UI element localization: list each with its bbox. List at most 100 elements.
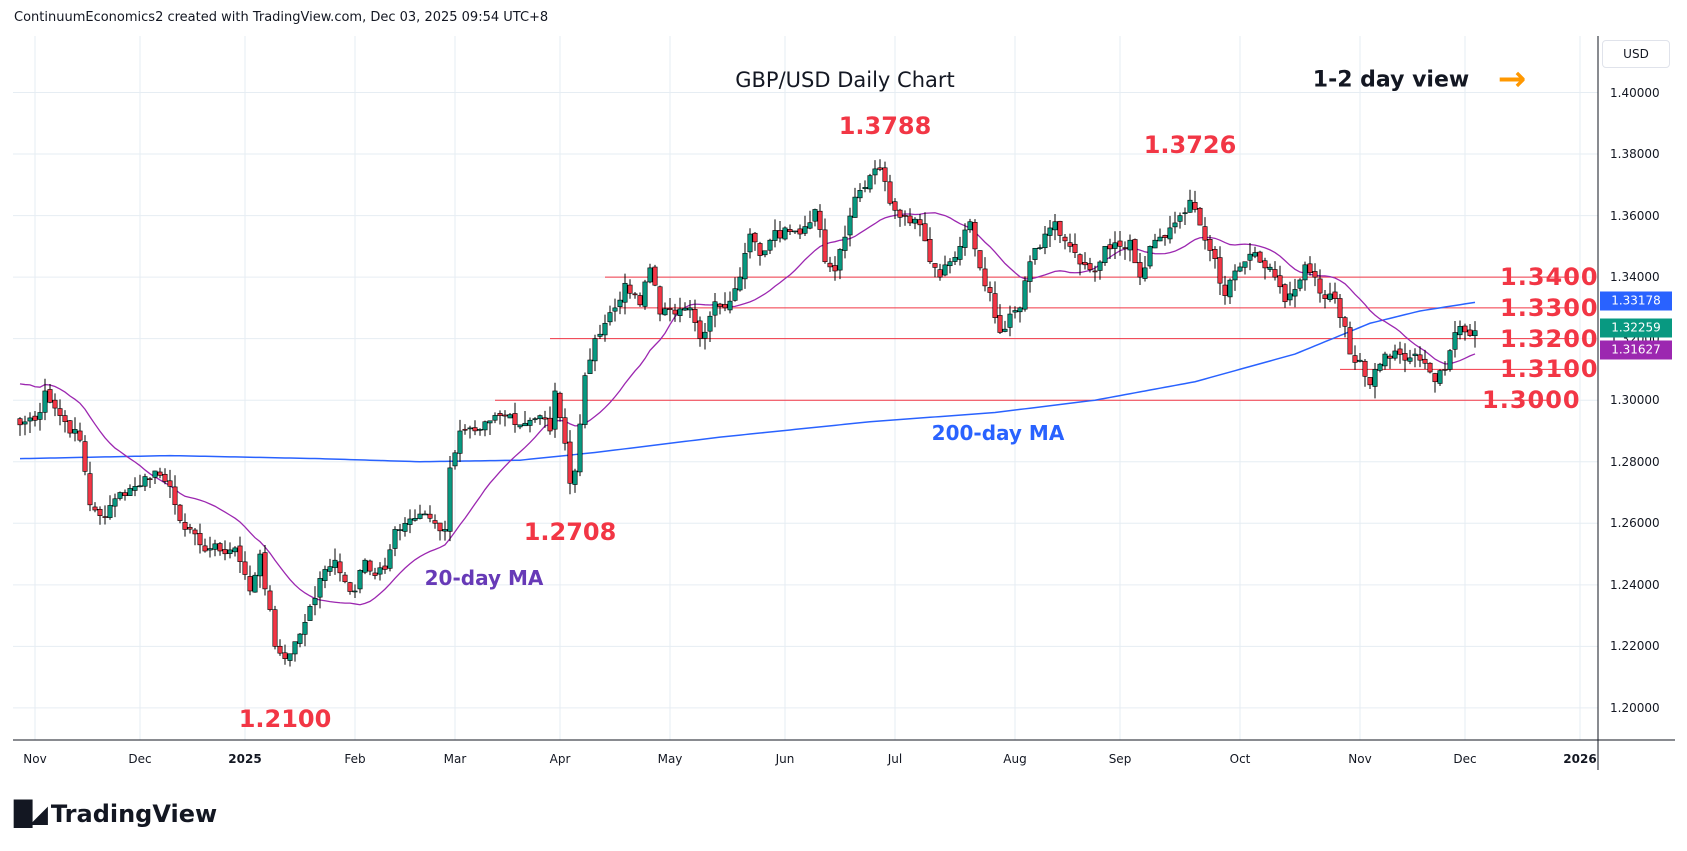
price-tick-label: 1.36000 bbox=[1610, 208, 1660, 223]
price-tick-label: 1.40000 bbox=[1610, 85, 1660, 100]
candle-up bbox=[357, 570, 363, 590]
candle-down bbox=[787, 229, 793, 232]
candle-up bbox=[152, 470, 158, 478]
candle-up bbox=[1102, 246, 1108, 263]
candle-down bbox=[877, 167, 883, 170]
time-tick-label: Apr bbox=[549, 752, 571, 766]
candle-up bbox=[112, 498, 118, 507]
candle-up bbox=[447, 467, 453, 532]
price-tick-label: 1.26000 bbox=[1610, 516, 1660, 531]
candle-down bbox=[937, 269, 943, 278]
candle-down bbox=[1222, 284, 1228, 296]
candle-up bbox=[307, 606, 313, 621]
candle-down bbox=[632, 293, 638, 296]
candle-down bbox=[82, 441, 88, 472]
candle-down bbox=[562, 417, 568, 444]
time-tick-label: Sep bbox=[1108, 752, 1132, 766]
candle-down bbox=[567, 441, 573, 484]
chart-title: GBP/USD Daily Chart bbox=[735, 68, 955, 92]
candle-up bbox=[552, 390, 558, 430]
candle-up bbox=[867, 175, 873, 190]
candle-up bbox=[1287, 293, 1293, 301]
candle-up bbox=[1147, 246, 1153, 267]
candle-down bbox=[892, 201, 898, 211]
candle-up bbox=[292, 641, 298, 655]
candle-down bbox=[1262, 260, 1268, 269]
level-label: 1.3200 bbox=[1500, 324, 1599, 353]
candle-up bbox=[487, 420, 493, 424]
candle-up bbox=[1232, 270, 1238, 281]
candle-up bbox=[952, 257, 958, 262]
candle-down bbox=[102, 516, 108, 518]
candle-up bbox=[1377, 363, 1383, 371]
tradingview-logo[interactable]: █◢ TradingView bbox=[14, 800, 217, 828]
candle-up bbox=[1177, 215, 1183, 222]
candle-up bbox=[947, 261, 953, 267]
candle-up bbox=[422, 513, 428, 516]
time-tick-label: Nov bbox=[23, 752, 47, 766]
candle-down bbox=[1387, 355, 1393, 359]
candle-up bbox=[1357, 359, 1363, 362]
candle-down bbox=[1162, 235, 1168, 238]
candle-down bbox=[722, 304, 728, 309]
candle-up bbox=[617, 299, 623, 308]
currency-button[interactable]: USD bbox=[1602, 40, 1670, 68]
candle-up bbox=[252, 574, 258, 593]
candle-down bbox=[987, 287, 993, 293]
candle-up bbox=[1267, 266, 1273, 270]
candle-up bbox=[712, 301, 718, 316]
candle-down bbox=[277, 645, 283, 654]
candle-down bbox=[757, 243, 763, 256]
candle-down bbox=[777, 230, 783, 239]
candle-up bbox=[662, 308, 668, 316]
price-tick-label: 1.22000 bbox=[1610, 639, 1660, 654]
candle-down bbox=[157, 471, 163, 476]
candle-down bbox=[997, 315, 1003, 333]
candle-down bbox=[1072, 243, 1078, 253]
candle-up bbox=[37, 412, 43, 420]
candle-down bbox=[1257, 251, 1263, 263]
candle-up bbox=[527, 419, 533, 426]
candle-up bbox=[387, 549, 393, 569]
candle-down bbox=[1322, 294, 1328, 299]
candle-up bbox=[1017, 307, 1023, 313]
candle-up bbox=[1452, 332, 1458, 350]
candle-down bbox=[557, 392, 563, 419]
candle-up bbox=[522, 422, 528, 427]
candle-down bbox=[752, 232, 758, 243]
candle-up bbox=[1242, 261, 1248, 268]
candle-up bbox=[587, 359, 593, 374]
candle-up bbox=[1472, 330, 1478, 337]
candle-down bbox=[237, 545, 243, 562]
candle-down bbox=[1057, 220, 1063, 236]
candle-up bbox=[127, 488, 133, 496]
candle-up bbox=[1412, 353, 1418, 356]
price-tick-label: 1.24000 bbox=[1610, 577, 1660, 592]
candle-up bbox=[812, 209, 818, 222]
candle-up bbox=[1382, 353, 1388, 367]
candle-down bbox=[337, 561, 343, 574]
candle-up bbox=[227, 549, 233, 554]
candle-up bbox=[412, 518, 418, 521]
candle-up bbox=[1012, 310, 1018, 313]
candle-up bbox=[107, 505, 113, 518]
candle-up bbox=[1112, 242, 1118, 249]
candle-up bbox=[302, 621, 308, 635]
candle-down bbox=[1122, 247, 1128, 249]
candle-down bbox=[1462, 325, 1468, 333]
candle-down bbox=[932, 263, 938, 268]
candle-up bbox=[1037, 247, 1043, 249]
candle-down bbox=[832, 265, 838, 272]
candle-up bbox=[762, 250, 768, 256]
candle-down bbox=[1272, 269, 1278, 278]
candle-down bbox=[462, 428, 468, 431]
candle-up bbox=[27, 417, 33, 422]
level-label: 1.3100 bbox=[1500, 355, 1599, 384]
candle-up bbox=[1292, 289, 1298, 297]
candle-down bbox=[147, 478, 153, 481]
candle-up bbox=[452, 452, 458, 467]
header-caption: ContinuumEconomics2 created with Trading… bbox=[14, 10, 549, 25]
candle-down bbox=[1077, 254, 1083, 265]
candle-down bbox=[77, 430, 83, 441]
